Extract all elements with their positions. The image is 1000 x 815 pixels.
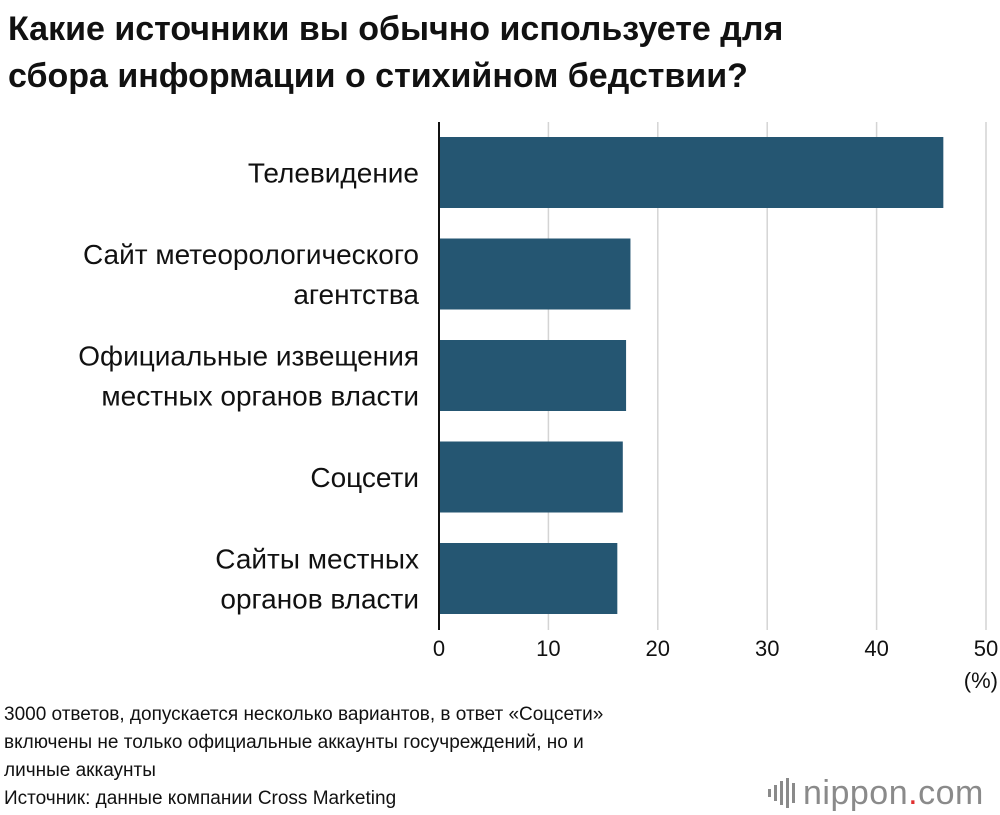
x-tick-label: 0	[433, 636, 445, 661]
sound-bars-icon	[768, 778, 795, 808]
bar	[439, 137, 944, 208]
footnote-line-2: включены не только официальные аккаунты …	[4, 732, 584, 753]
x-axis-ticks: 0 10 20 30 40 50	[433, 636, 998, 661]
bar-chart: Телевидение Сайт метеорологического агентс…	[78, 122, 998, 693]
chart-title-line-2: сбора информации о стихийном бедствии?	[8, 57, 748, 95]
x-axis-unit: (%)	[964, 668, 998, 693]
nippon-logo: nippon.com	[768, 771, 984, 815]
footnote-line-3: личные аккаунты	[4, 760, 156, 781]
footnote-line-1: 3000 ответов, допускается несколько вари…	[4, 704, 604, 725]
bar	[439, 340, 627, 411]
chart-title: Какие источники вы обычно используете дл…	[8, 6, 993, 100]
category-label: Сайты местных	[215, 544, 419, 575]
x-tick-label: 50	[974, 636, 998, 661]
bars	[439, 137, 944, 614]
logo-text: nippon.com	[803, 773, 984, 812]
x-tick-label: 10	[536, 636, 560, 661]
bar	[439, 238, 631, 310]
category-label: Телевидение	[248, 158, 419, 189]
x-tick-label: 20	[646, 636, 670, 661]
chart-title-line-1: Какие источники вы обычно используете дл…	[8, 10, 784, 48]
source-line: Источник: данные компании Cross Marketin…	[4, 788, 397, 809]
category-label: местных органов власти	[101, 381, 419, 412]
bar	[439, 543, 618, 614]
x-tick-label: 30	[755, 636, 779, 661]
category-label: Сайт метеорологического	[83, 239, 419, 270]
category-label: Официальные извещения	[78, 341, 419, 372]
category-label: органов власти	[220, 584, 419, 615]
category-labels: Телевидение Сайт метеорологического агентс…	[78, 158, 419, 615]
bar	[439, 441, 623, 513]
footnote: 3000 ответов, допускается несколько вари…	[4, 701, 794, 813]
logo-dot: .	[908, 773, 919, 812]
category-label: Соцсети	[310, 462, 419, 493]
x-tick-label: 40	[864, 636, 888, 661]
category-label: агентства	[293, 279, 419, 310]
